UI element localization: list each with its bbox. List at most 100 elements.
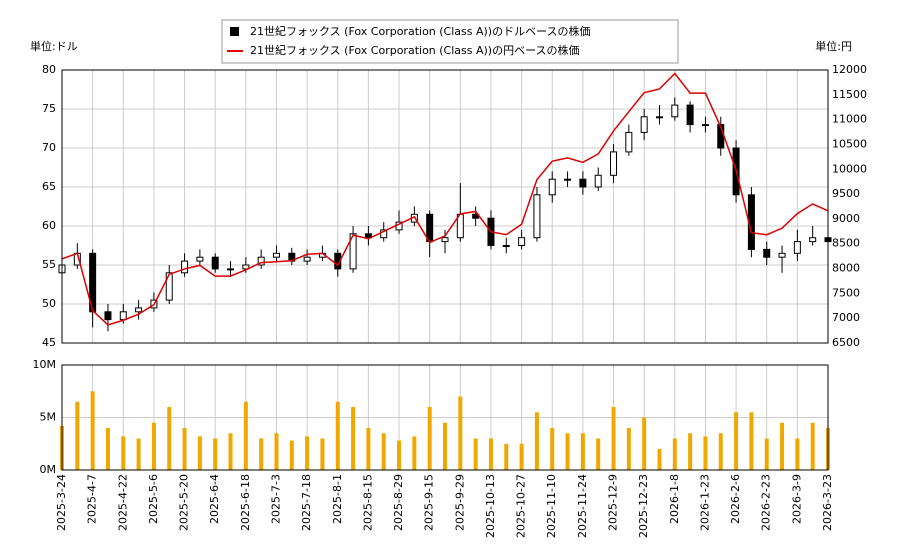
volume-bar bbox=[197, 436, 202, 470]
x-tick-label: 2025-12-23 bbox=[637, 474, 650, 538]
candle-body bbox=[135, 307, 143, 313]
candle-body bbox=[380, 229, 388, 239]
y-tick-label: 45 bbox=[42, 336, 56, 349]
candle-body bbox=[671, 104, 679, 118]
candle-body bbox=[533, 194, 541, 239]
y-tick-label: 5M bbox=[40, 411, 57, 424]
volume-bar bbox=[75, 401, 80, 470]
volume-bar bbox=[305, 436, 310, 470]
y2-tick-label: 11500 bbox=[832, 88, 867, 101]
x-tick-label: 2025-4-22 bbox=[116, 474, 129, 531]
y-tick-label: 0M bbox=[40, 463, 57, 476]
y-tick-label: 65 bbox=[42, 180, 56, 193]
volume-bar bbox=[488, 438, 493, 470]
volume-bar bbox=[366, 428, 371, 470]
candle-body bbox=[165, 272, 173, 301]
x-tick-label: 2025-9-29 bbox=[453, 474, 466, 531]
volume-bar bbox=[657, 449, 662, 470]
volume-bar bbox=[565, 433, 570, 470]
y-tick-label: 60 bbox=[42, 219, 56, 232]
volume-bar bbox=[182, 428, 187, 470]
y2-tick-label: 9500 bbox=[832, 187, 860, 200]
y2-tick-label: 8000 bbox=[832, 262, 860, 275]
volume-bar bbox=[259, 438, 264, 470]
x-tick-label: 2026-2-6 bbox=[729, 474, 742, 524]
candle-body bbox=[349, 233, 357, 270]
x-tick-label: 2025-11-24 bbox=[576, 474, 589, 538]
y-tick-label: 10M bbox=[33, 358, 57, 371]
y-tick-label: 80 bbox=[42, 63, 56, 76]
y2-tick-label: 8500 bbox=[832, 237, 860, 250]
x-tick-label: 2025-8-15 bbox=[361, 474, 374, 531]
y-tick-label: 55 bbox=[42, 258, 56, 271]
candle-body bbox=[701, 124, 709, 127]
x-tick-label: 2025-6-18 bbox=[239, 474, 252, 531]
volume-bar bbox=[289, 440, 294, 470]
volume-bar bbox=[136, 438, 141, 470]
candle-body bbox=[518, 237, 526, 246]
candle-body bbox=[655, 116, 663, 119]
candle-body bbox=[548, 178, 556, 196]
candle-body bbox=[594, 174, 602, 188]
candle-body bbox=[181, 260, 189, 274]
volume-bar bbox=[213, 438, 218, 470]
candle-body bbox=[778, 252, 786, 258]
candle-body bbox=[610, 151, 618, 176]
volume-bar bbox=[458, 396, 463, 470]
volume-bar bbox=[611, 407, 616, 470]
volume-bar bbox=[534, 412, 539, 470]
volume-bar bbox=[749, 412, 754, 470]
price-frame bbox=[61, 69, 829, 344]
volume-bar bbox=[412, 436, 417, 470]
candle-body bbox=[89, 252, 97, 313]
volume-bar bbox=[243, 401, 248, 470]
volume-bar bbox=[718, 433, 723, 470]
volume-bar bbox=[580, 433, 585, 470]
candle-body bbox=[502, 245, 510, 247]
x-tick-label: 2026-1-8 bbox=[668, 474, 681, 524]
candle-body bbox=[364, 233, 372, 239]
volume-bar bbox=[688, 433, 693, 470]
volume-bar bbox=[335, 401, 340, 470]
x-tick-label: 2025-3-24 bbox=[55, 474, 68, 531]
y2-tick-label: 11000 bbox=[832, 113, 867, 126]
x-tick-label: 2026-3-23 bbox=[821, 474, 834, 531]
candle-body bbox=[640, 116, 648, 133]
x-tick-label: 2025-10-13 bbox=[484, 474, 497, 538]
y-tick-label: 75 bbox=[42, 102, 56, 115]
x-tick-label: 2025-5-6 bbox=[147, 474, 160, 524]
x-tick-label: 2025-4-7 bbox=[86, 474, 99, 524]
y2-tick-label: 6500 bbox=[832, 336, 860, 349]
volume-frame bbox=[61, 364, 829, 471]
volume-bar bbox=[596, 438, 601, 470]
volume-bar bbox=[504, 443, 509, 470]
volume-bar bbox=[274, 433, 279, 470]
legend-marker bbox=[230, 27, 239, 36]
candle-body bbox=[625, 131, 633, 153]
volume-bar bbox=[550, 428, 555, 470]
y2-tick-label: 10000 bbox=[832, 162, 867, 175]
y2-tick-label: 7500 bbox=[832, 286, 860, 299]
volume-bar bbox=[228, 433, 233, 470]
volume-bar bbox=[780, 422, 785, 470]
candle-body bbox=[257, 256, 265, 266]
candle-body bbox=[272, 252, 280, 258]
x-tick-label: 2025-11-10 bbox=[545, 474, 558, 538]
volume-bar bbox=[90, 391, 95, 470]
volume-bar bbox=[320, 438, 325, 470]
legend-entry: 21世紀フォックス (Fox Corporation (Class A))の円ベ… bbox=[250, 43, 580, 57]
candle-body bbox=[227, 268, 235, 271]
x-tick-label: 2026-2-23 bbox=[760, 474, 773, 531]
volume-bar bbox=[473, 438, 478, 470]
volume-bar bbox=[381, 433, 386, 470]
x-tick-label: 2025-10-27 bbox=[515, 474, 528, 538]
volume-bar bbox=[764, 438, 769, 470]
volume-bar bbox=[734, 412, 739, 470]
x-tick-label: 2025-5-20 bbox=[178, 474, 191, 531]
marks bbox=[58, 72, 832, 470]
candle-body bbox=[793, 241, 801, 254]
x-tick-label: 2025-7-3 bbox=[269, 474, 282, 524]
y-tick-label: 50 bbox=[42, 297, 56, 310]
x-tick-label: 2026-3-9 bbox=[790, 474, 803, 524]
